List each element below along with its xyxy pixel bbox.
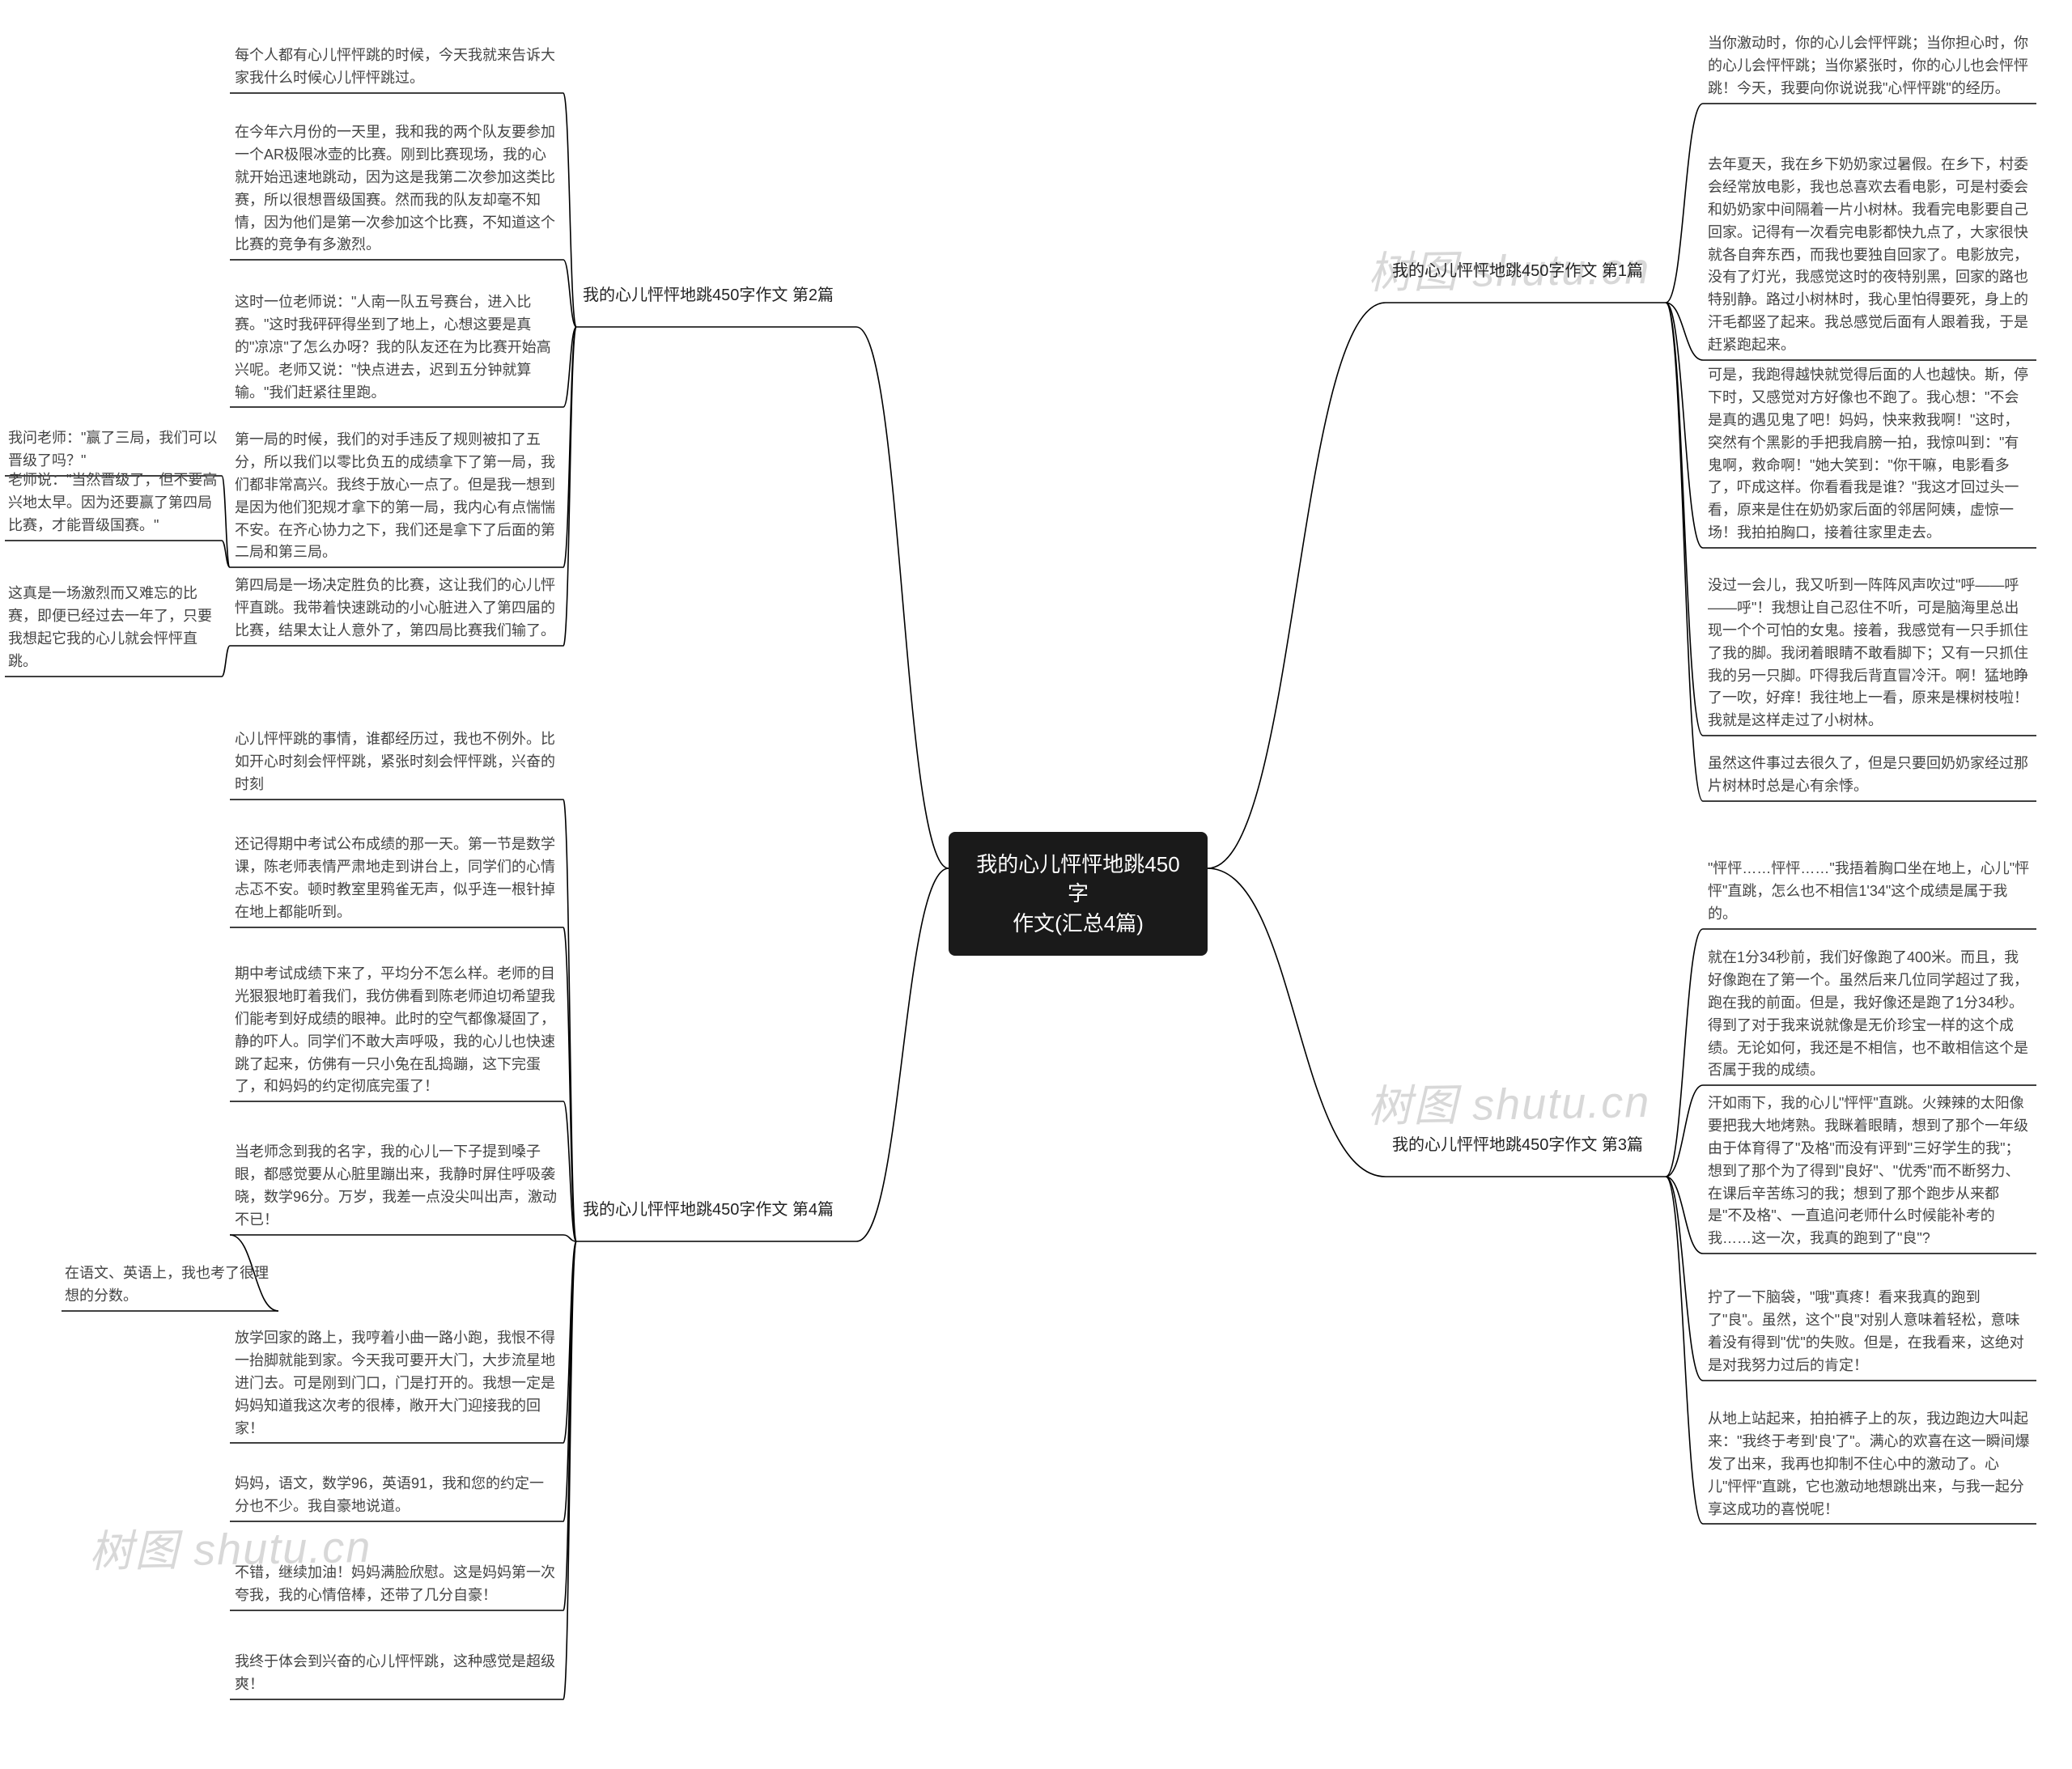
leaf-b4-6: 不错，继续加油！妈妈满脸欣慰。这是妈妈第一次夸我，我的心情倍棒，还带了几分自豪！: [235, 1562, 558, 1607]
branch-b2: 我的心儿怦怦地跳450字作文 第2篇: [583, 283, 850, 308]
leaf-b4-5: 妈妈，语文，数学96，英语91，我和您的约定一分也不少。我自豪地说道。: [235, 1473, 558, 1518]
subleaf-b2-3-0: 我问老师："赢了三局，我们可以晋级了吗？": [8, 427, 219, 473]
branch-b3: 我的心儿怦怦地跳450字作文 第3篇: [1392, 1133, 1659, 1158]
leaf-b2-1: 在今年六月份的一天里，我和我的两个队友要参加一个AR极限冰壶的比赛。刚到比赛现场…: [235, 121, 558, 257]
leaf-b4-7: 我终于体会到兴奋的心儿怦怦跳，这种感觉是超级爽！: [235, 1651, 558, 1696]
subleaf-b2-3-1: 老师说："当然晋级了，但不要高兴地太早。因为还要赢了第四局比赛，才能晋级国赛。": [8, 469, 219, 537]
leaf-b1-4: 虽然这件事过去很久了，但是只要回奶奶家经过那片树林时总是心有余悸。: [1708, 753, 2032, 798]
leaf-b1-3: 没过一会儿，我又听到一阵阵风声吹过"呼——呼——呼"！我想让自己忍住不听，可是脑…: [1708, 575, 2032, 732]
leaf-b3-0: "怦怦……怦怦……"我捂着胸口坐在地上，心儿"怦怦"直跳，怎么也不相信1'34"…: [1708, 858, 2032, 926]
leaf-b3-1: 就在1分34秒前，我们好像跑了400米。而且，我好像跑在了第一个。虽然后来几位同…: [1708, 947, 2032, 1082]
subleaf-b2-4-0: 这真是一场激烈而又难忘的比赛，即便已经过去一年了，只要我想起它我的心儿就会怦怦直…: [8, 583, 219, 673]
leaf-b2-2: 这时一位老师说："人南一队五号赛台，进入比赛。"这时我砰砰得坐到了地上，心想这要…: [235, 291, 558, 404]
leaf-b4-3: 当老师念到我的名字，我的心儿一下子提到嗓子眼，都感觉要从心脏里蹦出来，我静时屏住…: [235, 1141, 558, 1232]
leaf-b2-4: 第四局是一场决定胜负的比赛，这让我们的心儿怦怦直跳。我带着快速跳动的小心脏进入了…: [235, 575, 558, 643]
root-node: 我的心儿怦怦地跳450字 作文(汇总4篇): [949, 832, 1208, 956]
leaf-b1-1: 去年夏天，我在乡下奶奶家过暑假。在乡下，村委会经常放电影，我也总喜欢去看电影，可…: [1708, 154, 2032, 357]
leaf-b4-1: 还记得期中考试公布成绩的那一天。第一节是数学课，陈老师表情严肃地走到讲台上，同学…: [235, 834, 558, 924]
leaf-b1-0: 当你激动时，你的心儿会怦怦跳；当你担心时，你的心儿会怦怦跳；当你紧张时，你的心儿…: [1708, 32, 2032, 100]
leaf-b3-4: 从地上站起来，拍拍裤子上的灰，我边跑边大叫起来："我终于考到'良'了"。满心的欢…: [1708, 1408, 2032, 1521]
leaf-b2-0: 每个人都有心儿怦怦跳的时候，今天我就来告诉大家我什么时候心儿怦怦跳过。: [235, 45, 558, 90]
branch-b4: 我的心儿怦怦地跳450字作文 第4篇: [583, 1198, 850, 1223]
leaf-b3-2: 汗如雨下，我的心儿"怦怦"直跳。火辣辣的太阳像要把我大地烤熟。我眯着眼睛，想到了…: [1708, 1092, 2032, 1250]
subleaf-b4-3-0: 在语文、英语上，我也考了很理想的分数。: [65, 1262, 275, 1308]
leaf-b2-3: 第一局的时候，我们的对手违反了规则被扣了五分，所以我们以零比负五的成绩拿下了第一…: [235, 429, 558, 564]
watermark: 树图 shutu.cn: [1367, 1066, 1650, 1135]
leaf-b3-3: 拧了一下脑袋，"哦"真疼！看来我真的跑到了"良"。虽然，这个"良"对别人意味着轻…: [1708, 1287, 2032, 1377]
leaf-b4-0: 心儿怦怦跳的事情，谁都经历过，我也不例外。比如开心时刻会怦怦跳，紧张时刻会怦怦跳…: [235, 728, 558, 796]
leaf-b1-2: 可是，我跑得越快就觉得后面的人也越快。斯，停下时，又感觉对方好像也不跑了。我心想…: [1708, 364, 2032, 545]
leaf-b4-4: 放学回家的路上，我哼着小曲一路小跑，我恨不得一抬脚就能到家。今天我可要开大门，大…: [235, 1327, 558, 1440]
leaf-b4-2: 期中考试成绩下来了，平均分不怎么样。老师的目光狠狠地盯着我们，我仿佛看到陈老师迫…: [235, 963, 558, 1098]
branch-b1: 我的心儿怦怦地跳450字作文 第1篇: [1392, 259, 1659, 284]
